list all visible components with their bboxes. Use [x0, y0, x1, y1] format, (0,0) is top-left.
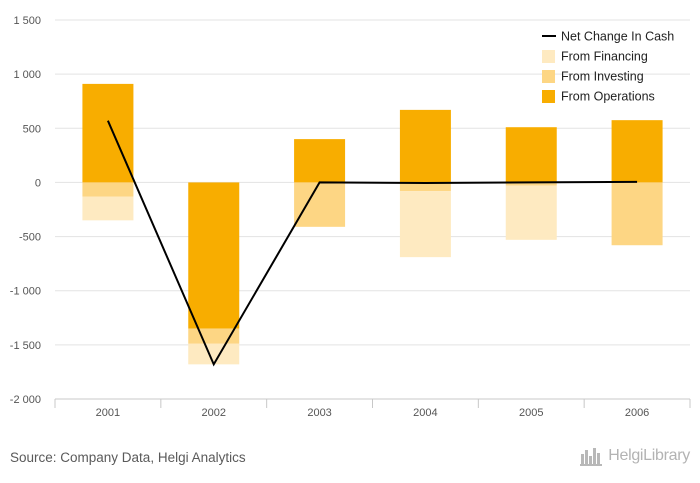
bar-from-operations-2003	[294, 139, 346, 183]
bar-from-investing-2006	[611, 182, 663, 246]
bar-from-operations-2002	[188, 182, 240, 329]
legend-swatch	[542, 70, 555, 83]
city-skyline-icon	[580, 448, 603, 466]
legend-label: From Financing	[561, 50, 648, 64]
bar-from-financing-2004	[399, 191, 451, 258]
bar-from-operations-2004	[399, 109, 451, 183]
legend-swatch	[542, 90, 555, 103]
legend-label: From Operations	[561, 90, 655, 104]
y-tick-label: 1 500	[13, 15, 41, 27]
gridlines	[55, 19, 690, 346]
bar-from-operations-2006	[611, 120, 663, 183]
y-tick-label: -2 000	[10, 394, 41, 406]
legend-label: From Investing	[561, 70, 644, 84]
bar-from-investing-2001	[82, 182, 134, 197]
y-tick-label: 0	[35, 177, 41, 189]
y-tick-label: -500	[19, 232, 41, 244]
x-tick-label: 2003	[307, 407, 331, 419]
bar-from-operations-2005	[505, 127, 557, 183]
footer: Source: Company Data, Helgi Analytics He…	[0, 440, 700, 483]
net-change-line-layer	[106, 120, 638, 367]
x-tick-label: 2006	[625, 407, 649, 419]
bar-from-financing-2005	[505, 185, 557, 240]
net-change-line	[106, 120, 638, 367]
x-axis: 2001 2002 2003 2004 2005 2006	[54, 398, 691, 419]
x-tick-label: 2005	[519, 407, 543, 419]
bar-from-financing-2001	[82, 196, 134, 221]
y-axis-tick-labels: 1 500 1 000 500 0 -500 -1 000 -1 500 -2 000	[10, 15, 41, 406]
y-tick-label: -1 500	[10, 340, 41, 352]
bar-from-investing-2005	[505, 182, 557, 186]
source-note: Source: Company Data, Helgi Analytics	[10, 450, 246, 465]
cash-flow-chart: 1 500 1 000 500 0 -500 -1 000 -1 500 -2 000 200…	[10, 15, 691, 419]
bar-from-investing-2004	[399, 182, 451, 192]
y-tick-label: -1 000	[10, 286, 41, 298]
legend: Net Change In Cash From Financing From Inv…	[542, 30, 674, 104]
bar-from-financing-2002	[188, 343, 240, 365]
logo-text: HelgiLibrary	[608, 447, 690, 464]
bar-from-investing-2002	[188, 328, 240, 344]
y-tick-label: 1 000	[13, 69, 41, 81]
bar-from-investing-2003	[294, 182, 346, 227]
legend-swatch	[542, 50, 555, 63]
x-tick-label: 2001	[96, 407, 120, 419]
x-tick-label: 2004	[413, 407, 437, 419]
bars	[82, 83, 663, 365]
x-tick-label: 2002	[202, 407, 226, 419]
helgi-library-logo: HelgiLibrary	[580, 446, 690, 466]
legend-label: Net Change In Cash	[561, 30, 674, 44]
y-tick-label: 500	[23, 123, 41, 135]
bar-from-operations-2001	[82, 83, 134, 183]
